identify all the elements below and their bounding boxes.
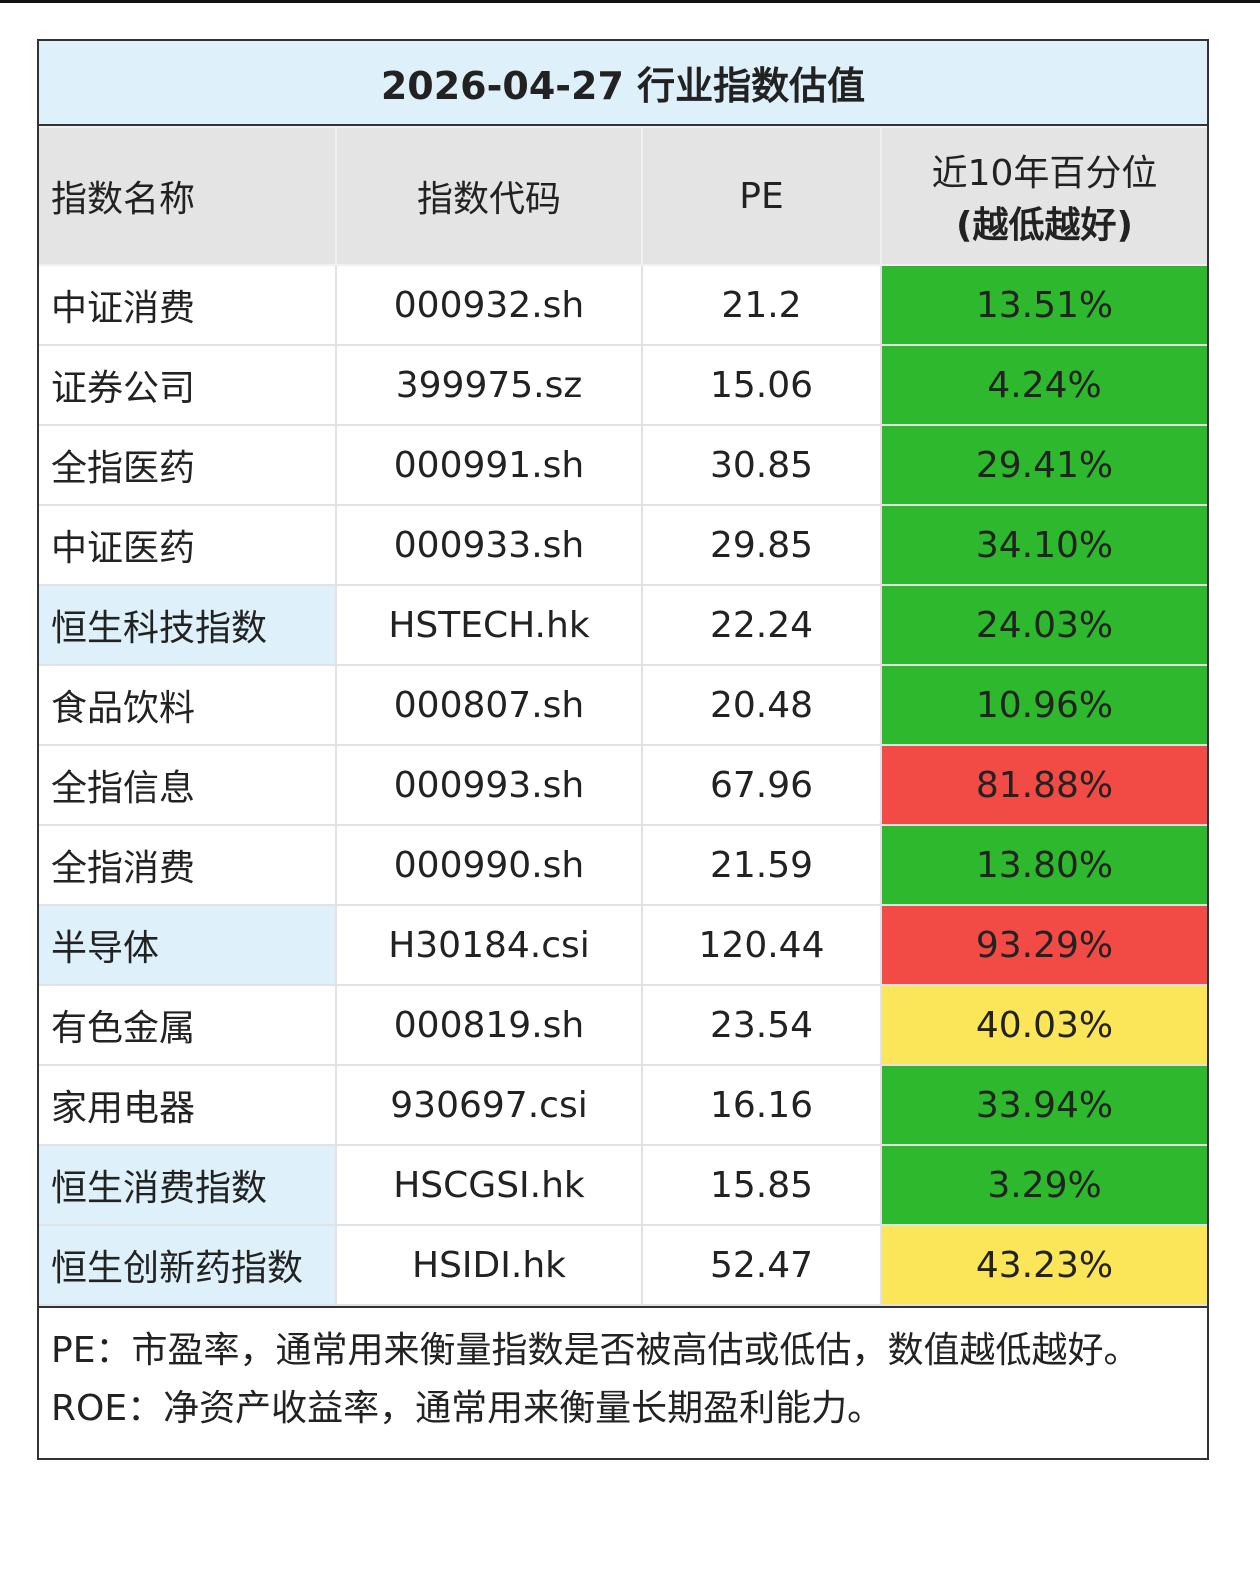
row: 全指信息 000993.sh 67.96 81.88%	[39, 744, 1207, 826]
name-cell: 半导体	[39, 904, 337, 986]
name-cell: 有色金属	[39, 984, 337, 1066]
row: 全指医药 000991.sh 30.85 29.41%	[39, 424, 1207, 506]
code-cell: HSIDI.hk	[335, 1224, 643, 1306]
row: 有色金属 000819.sh 23.54 40.03%	[39, 984, 1207, 1066]
percentile-cell: 3.29%	[880, 1144, 1207, 1226]
header-cell: PE	[641, 126, 882, 266]
name-cell: 中证消费	[39, 264, 337, 346]
pe-cell: 30.85	[641, 424, 882, 506]
row: 食品饮料 000807.sh 20.48 10.96%	[39, 664, 1207, 746]
code-cell: 399975.sz	[335, 344, 643, 426]
code-cell: H30184.csi	[335, 904, 643, 986]
pe-cell: 52.47	[641, 1224, 882, 1306]
header-cell: 指数名称	[39, 126, 337, 266]
header-text: 近10年百分位	[931, 153, 1158, 194]
name-cell: 家用电器	[39, 1064, 337, 1146]
row: 恒生创新药指数 HSIDI.hk 52.47 43.23%	[39, 1224, 1207, 1306]
table-title: 2026-04-27 行业指数估值	[39, 41, 1207, 126]
code-cell: 000819.sh	[335, 984, 643, 1066]
code-cell: 000932.sh	[335, 264, 643, 346]
header-cell: 近10年百分位 (越低越好)	[880, 126, 1207, 266]
pe-cell: 22.24	[641, 584, 882, 666]
name-cell: 恒生科技指数	[39, 584, 337, 666]
code-cell: 000990.sh	[335, 824, 643, 906]
percentile-cell: 4.24%	[880, 344, 1207, 426]
pe-cell: 29.85	[641, 504, 882, 586]
pe-cell: 16.16	[641, 1064, 882, 1146]
row: 家用电器 930697.csi 16.16 33.94%	[39, 1064, 1207, 1146]
name-cell: 中证医药	[39, 504, 337, 586]
table: 指数名称 指数代码 PE 近10年百分位 (越低越好) 中证消费 000932.sh…	[39, 126, 1207, 1306]
pe-cell: 20.48	[641, 664, 882, 746]
percentile-cell: 24.03%	[880, 584, 1207, 666]
percentile-cell: 33.94%	[880, 1064, 1207, 1146]
pe-cell: 120.44	[641, 904, 882, 986]
name-cell: 恒生创新药指数	[39, 1224, 337, 1306]
percentile-cell: 81.88%	[880, 744, 1207, 826]
pe-cell: 23.54	[641, 984, 882, 1066]
code-cell: HSTECH.hk	[335, 584, 643, 666]
percentile-cell: 29.41%	[880, 424, 1207, 506]
pe-cell: 21.2	[641, 264, 882, 346]
row: 中证医药 000933.sh 29.85 34.10%	[39, 504, 1207, 586]
name-cell: 证券公司	[39, 344, 337, 426]
code-cell: 930697.csi	[335, 1064, 643, 1146]
valuation-table: 2026-04-27 行业指数估值 指数名称 指数代码 PE 近10年百分位 (越…	[37, 39, 1209, 1460]
percentile-cell: 10.96%	[880, 664, 1207, 746]
code-cell: 000807.sh	[335, 664, 643, 746]
percentile-cell: 13.80%	[880, 824, 1207, 906]
name-cell: 恒生消费指数	[39, 1144, 337, 1226]
pe-cell: 67.96	[641, 744, 882, 826]
header-row: 指数名称 指数代码 PE 近10年百分位 (越低越好)	[39, 126, 1207, 266]
note: ROE：净资产收益率，通常用来衡量长期盈利能力。	[51, 1388, 884, 1429]
percentile-cell: 43.23%	[880, 1224, 1207, 1306]
row: 恒生消费指数 HSCGSI.hk 15.85 3.29%	[39, 1144, 1207, 1226]
name-cell: 食品饮料	[39, 664, 337, 746]
pe-cell: 21.59	[641, 824, 882, 906]
code-cell: 000993.sh	[335, 744, 643, 826]
top-line	[0, 0, 1260, 3]
code-cell: 000933.sh	[335, 504, 643, 586]
name-cell: 全指医药	[39, 424, 337, 506]
name-cell: 全指信息	[39, 744, 337, 826]
row: 半导体 H30184.csi 120.44 93.29%	[39, 904, 1207, 986]
row: 全指消费 000990.sh 21.59 13.80%	[39, 824, 1207, 906]
percentile-cell: 93.29%	[880, 904, 1207, 986]
percentile-cell: 13.51%	[880, 264, 1207, 346]
percentile-cell: 34.10%	[880, 504, 1207, 586]
name-cell: 全指消费	[39, 824, 337, 906]
pe-cell: 15.06	[641, 344, 882, 426]
notes: PE：市盈率，通常用来衡量指数是否被高估或低估，数值越低越好。 ROE：净资产收益…	[39, 1306, 1207, 1458]
row: 证券公司 399975.sz 15.06 4.24%	[39, 344, 1207, 426]
header-cell: 指数代码	[335, 126, 643, 266]
row: 恒生科技指数 HSTECH.hk 22.24 24.03%	[39, 584, 1207, 666]
code-cell: 000991.sh	[335, 424, 643, 506]
note: PE：市盈率，通常用来衡量指数是否被高估或低估，数值越低越好。	[51, 1330, 1140, 1371]
row: 中证消费 000932.sh 21.2 13.51%	[39, 264, 1207, 346]
percentile-cell: 40.03%	[880, 984, 1207, 1066]
header-text: (越低越好)	[956, 205, 1133, 246]
code-cell: HSCGSI.hk	[335, 1144, 643, 1226]
pe-cell: 15.85	[641, 1144, 882, 1226]
